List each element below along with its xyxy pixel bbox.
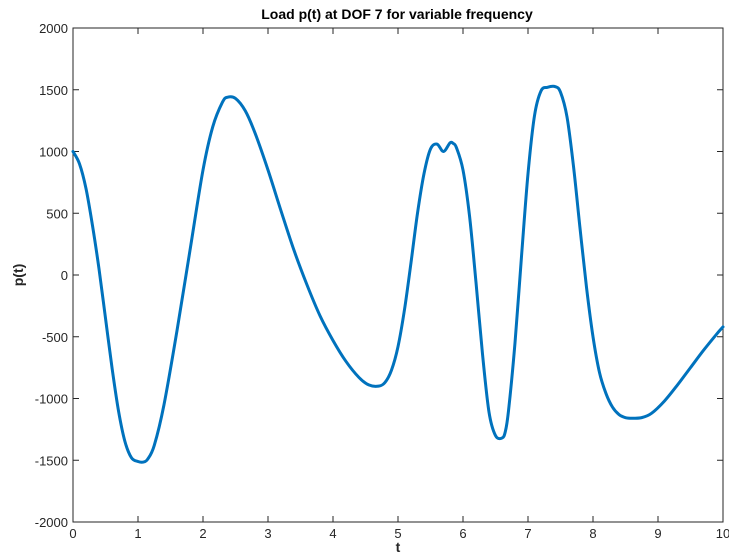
x-tick-label: 6 — [459, 526, 466, 541]
axes-box — [72, 27, 724, 523]
x-tick-label: 7 — [524, 526, 531, 541]
y-tick-label: -1500 — [35, 453, 68, 468]
x-tick-label: 10 — [716, 526, 729, 541]
y-tick-label: 500 — [46, 206, 68, 221]
x-axis: 0 1 2 3 4 5 6 7 8 9 10 — [69, 28, 729, 541]
series-line — [71, 84, 725, 464]
x-axis-label: t — [396, 539, 401, 555]
y-tick-label: -500 — [42, 330, 68, 345]
x-tick-label: 9 — [654, 526, 661, 541]
y-axis-label: p(t) — [10, 264, 26, 287]
x-tick-label: 2 — [199, 526, 206, 541]
y-tick-label: 1500 — [39, 83, 68, 98]
chart-title: Load p(t) at DOF 7 for variable frequenc… — [261, 6, 533, 22]
x-tick-label: 8 — [589, 526, 596, 541]
y-tick-label: 0 — [61, 268, 68, 283]
y-tick-label: -1000 — [35, 392, 68, 407]
x-tick-label: 0 — [69, 526, 76, 541]
y-tick-label: 2000 — [39, 21, 68, 36]
plot-area — [72, 27, 724, 523]
x-tick-label: 4 — [329, 526, 336, 541]
y-axis: -2000 -1500 -1000 -500 0 500 1000 1500 2000 — [35, 21, 723, 530]
x-tick-label: 5 — [394, 526, 401, 541]
y-tick-label: 1000 — [39, 145, 68, 160]
x-tick-label: 3 — [264, 526, 271, 541]
x-tick-label: 1 — [134, 526, 141, 541]
y-tick-label: -2000 — [35, 515, 68, 530]
